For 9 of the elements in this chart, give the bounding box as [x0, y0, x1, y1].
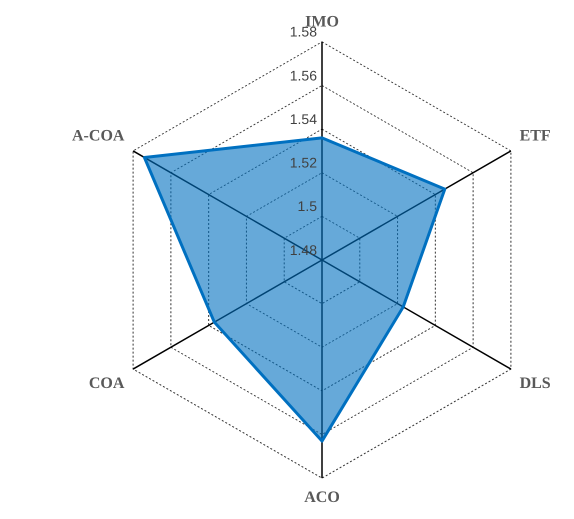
y-tick-label: 1.54 — [290, 110, 318, 127]
y-tick-label: 1.56 — [290, 67, 318, 84]
y-tick-label: 1.52 — [290, 154, 318, 171]
spoke-label: ETF — [520, 127, 551, 144]
spoke-label: DLS — [520, 374, 551, 392]
spoke-label: ACO — [304, 488, 340, 506]
spoke-label: COA — [88, 374, 125, 392]
spoke-label: A-COA — [72, 127, 125, 144]
y-tick-label: 1.5 — [298, 198, 318, 214]
